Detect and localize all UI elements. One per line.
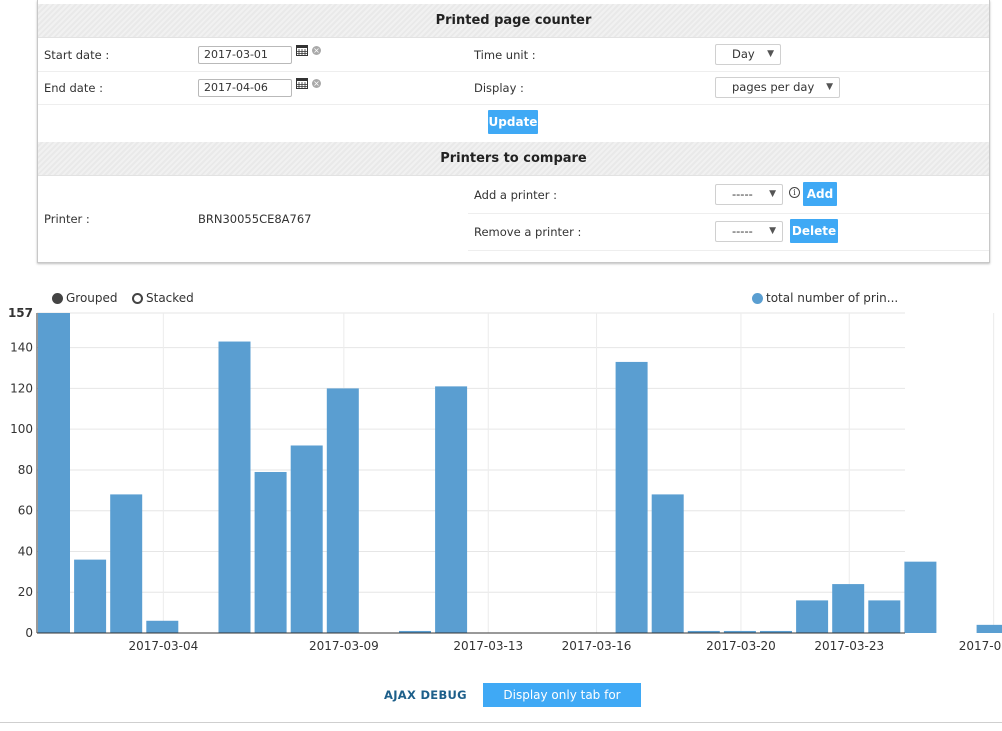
y-tick-label: 40	[18, 544, 33, 558]
remove-printer-select-value: -----	[732, 224, 753, 238]
chevron-down-icon: ▼	[769, 189, 776, 199]
display-label: Display :	[474, 81, 524, 95]
remove-printer-row: Remove a printer : ----- ▼ Delete	[468, 214, 989, 251]
bar[interactable]	[976, 624, 1002, 633]
bar[interactable]	[146, 620, 179, 633]
clear-start-date-icon[interactable]: ×	[312, 46, 321, 55]
x-tick-label: 2017-03-16	[562, 639, 632, 653]
bar[interactable]	[110, 494, 143, 633]
x-tick-label: 2017-03-23	[814, 639, 884, 653]
y-tick-label: 140	[10, 341, 33, 355]
chevron-down-icon: ▼	[826, 82, 833, 92]
bar[interactable]	[760, 630, 792, 633]
grouped-label: Grouped	[66, 291, 118, 305]
y-tick-label: 60	[18, 504, 33, 518]
remove-printer-select[interactable]: ----- ▼	[715, 221, 783, 242]
time-unit-label: Time unit :	[474, 48, 536, 62]
bar[interactable]	[615, 361, 648, 633]
display-value: pages per day	[732, 80, 815, 94]
y-tick-label: 80	[18, 463, 33, 477]
printers-compare-header: Printers to compare	[38, 142, 989, 176]
page-counter-header: Printed page counter	[38, 4, 989, 38]
divider	[0, 722, 1002, 723]
bar[interactable]	[290, 445, 323, 633]
chevron-down-icon: ▼	[769, 226, 776, 236]
grouped-radio[interactable]: Grouped	[52, 291, 118, 305]
bar[interactable]	[651, 494, 684, 633]
stacked-radio[interactable]: Stacked	[132, 291, 194, 305]
time-unit-value: Day	[732, 47, 755, 61]
add-printer-label: Add a printer :	[474, 188, 557, 202]
radio-selected-icon	[52, 292, 63, 304]
display-select[interactable]: pages per day ▼	[715, 77, 840, 98]
printer-label: Printer :	[44, 212, 90, 226]
legend-series[interactable]: total number of prin...	[752, 291, 898, 305]
end-date-row: End date : 2017-04-06 × Display : pages …	[38, 71, 989, 105]
bar[interactable]	[723, 630, 756, 633]
page-counter-title: Printed page counter	[435, 13, 592, 28]
y-tick-label: 20	[18, 585, 33, 599]
x-tick-label: 2017-03-27	[959, 639, 1002, 653]
start-date-input[interactable]: 2017-03-01	[198, 46, 292, 64]
bar[interactable]	[326, 388, 359, 633]
end-date-label: End date :	[44, 81, 103, 95]
y-tick-label: 0	[25, 626, 33, 640]
calendar-icon[interactable]	[296, 44, 308, 56]
bar[interactable]	[38, 313, 70, 633]
bar[interactable]	[218, 341, 251, 633]
printer-value: BRN30055CE8A767	[198, 212, 312, 226]
end-date-input[interactable]: 2017-04-06	[198, 79, 292, 97]
ajax-debug-link[interactable]: AJAX DEBUG	[384, 688, 467, 702]
stacked-label: Stacked	[146, 291, 194, 305]
y-tick-label: 120	[10, 381, 33, 395]
bar[interactable]	[399, 630, 431, 633]
bar[interactable]	[74, 559, 107, 633]
legend-series-label: total number of prin...	[766, 291, 899, 305]
calendar-icon[interactable]	[296, 77, 308, 89]
x-tick-label: 2017-03-20	[706, 639, 776, 653]
add-printer-select[interactable]: ----- ▼	[715, 184, 783, 205]
bar[interactable]	[796, 600, 829, 633]
bar-chart: 0 20 40 60 80 100 120 140 157 2017-03-04 2017-03-0…	[8, 306, 1002, 653]
add-printer-button[interactable]: Add	[803, 182, 837, 206]
x-tick-label: 2017-03-04	[128, 639, 198, 653]
add-printer-select-value: -----	[732, 187, 753, 201]
printers-compare-title: Printers to compare	[440, 151, 587, 166]
display-debug-tab-button[interactable]: Display only tab for debug	[483, 683, 641, 726]
settings-panel: Printed page counter Start date : 2017-0…	[37, 0, 990, 263]
update-button[interactable]: Update	[488, 110, 538, 134]
chevron-down-icon: ▼	[767, 49, 774, 59]
clear-end-date-icon[interactable]: ×	[312, 79, 321, 88]
time-unit-select[interactable]: Day ▼	[715, 44, 781, 65]
legend-series-dot	[752, 292, 763, 304]
x-tick-label: 2017-03-13	[453, 639, 523, 653]
start-date-row: Start date : 2017-03-01 × Time unit : Da…	[38, 38, 989, 72]
radio-unselected-icon	[132, 292, 143, 304]
bar[interactable]	[435, 386, 468, 633]
add-printer-row: Add a printer : ----- ▼ i Add	[468, 177, 989, 214]
bar[interactable]	[687, 630, 720, 633]
bar[interactable]	[254, 471, 287, 633]
info-icon[interactable]: i	[789, 187, 800, 198]
start-date-label: Start date :	[44, 48, 110, 62]
y-tick-label: 100	[10, 422, 33, 436]
bar[interactable]	[868, 600, 901, 633]
delete-printer-button[interactable]: Delete	[790, 219, 838, 243]
bar[interactable]	[832, 584, 865, 633]
x-tick-label: 2017-03-09	[309, 639, 379, 653]
bar[interactable]	[904, 561, 937, 633]
remove-printer-label: Remove a printer :	[474, 225, 582, 239]
y-tick-label: 157	[8, 306, 33, 320]
